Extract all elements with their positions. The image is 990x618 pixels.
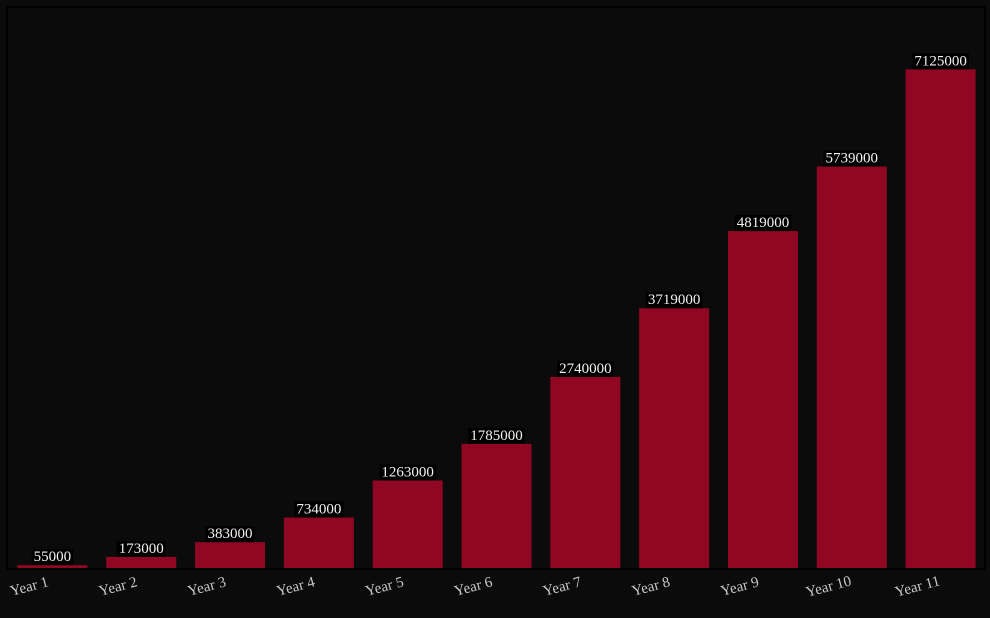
value-label: 173000 <box>119 541 164 557</box>
bar <box>727 231 798 569</box>
value-label: 4819000 <box>737 215 790 231</box>
bar <box>283 517 354 569</box>
value-label-bg <box>116 540 166 557</box>
value-label: 1785000 <box>470 428 523 444</box>
bar <box>372 480 443 569</box>
value-label-bg <box>31 549 74 566</box>
value-label: 383000 <box>208 526 253 542</box>
value-label-bg <box>379 464 436 481</box>
value-label: 734000 <box>296 502 341 518</box>
value-label-bg <box>645 292 703 309</box>
value-label-bg <box>294 501 344 518</box>
bar <box>639 308 710 569</box>
value-label: 55000 <box>34 549 72 565</box>
value-label-bg <box>557 360 614 377</box>
bar <box>816 166 887 570</box>
value-label: 2740000 <box>559 361 612 377</box>
value-label-bg <box>468 427 525 444</box>
value-label: 1263000 <box>381 464 434 480</box>
bar <box>195 542 266 569</box>
value-label-bg <box>912 53 969 70</box>
bar <box>106 556 177 569</box>
value-label-bg <box>823 150 881 167</box>
value-label-bg <box>734 215 792 232</box>
bar <box>905 69 976 569</box>
value-label: 5739000 <box>826 151 879 167</box>
value-label: 7125000 <box>914 53 967 69</box>
bar <box>550 376 621 569</box>
value-label-bg <box>205 526 255 543</box>
value-label: 3719000 <box>648 292 701 308</box>
bar <box>17 565 88 569</box>
bar <box>461 443 532 569</box>
